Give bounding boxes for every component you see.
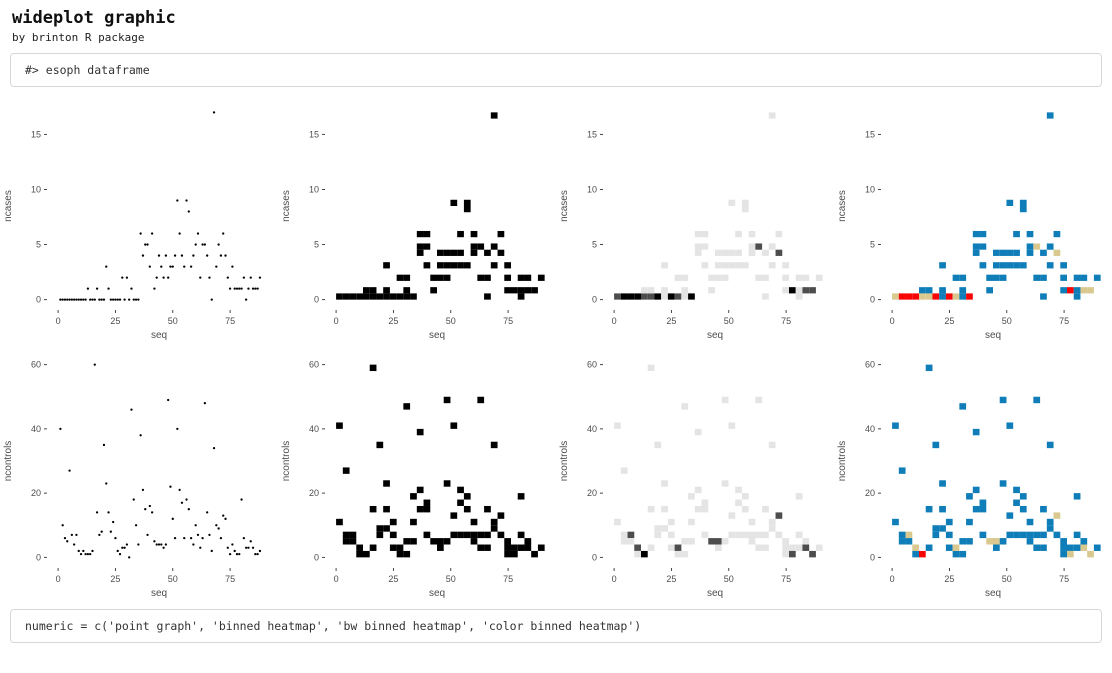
page-subtitle: by brinton R package [12, 31, 145, 44]
plot-ncontrols-binned-heatmap: 0 25 50 75 0 20 40 60 seq ncontrols [278, 345, 556, 603]
svg-text:25: 25 [666, 574, 676, 584]
svg-text:0: 0 [870, 552, 875, 562]
svg-text:seq: seq [707, 588, 723, 599]
svg-text:75: 75 [225, 316, 235, 326]
svg-text:20: 20 [309, 488, 319, 498]
report-page: wideplot graphic by brinton R package #>… [0, 8, 1112, 673]
svg-text:40: 40 [865, 424, 875, 434]
svg-text:5: 5 [592, 240, 597, 250]
svg-text:ncontrols: ncontrols [559, 441, 570, 482]
svg-text:50: 50 [1002, 316, 1012, 326]
svg-text:60: 60 [587, 360, 597, 370]
svg-text:0: 0 [890, 574, 895, 584]
plot-ncontrols-point-graph: 0 25 50 75 0 20 40 60 seq ncontrols [0, 345, 278, 603]
svg-text:75: 75 [503, 316, 513, 326]
svg-text:15: 15 [587, 129, 597, 139]
plot-grid: 0 25 50 75 0 5 10 15 seq ncases 0 25 50 75 0 5 10 15 seq n… [0, 93, 1112, 603]
svg-text:0: 0 [36, 552, 41, 562]
svg-text:75: 75 [1059, 316, 1069, 326]
svg-text:50: 50 [724, 574, 734, 584]
svg-text:60: 60 [865, 360, 875, 370]
svg-text:50: 50 [724, 316, 734, 326]
svg-text:50: 50 [168, 316, 178, 326]
plot-ncontrols-color-binned-heatmap: 0 25 50 75 0 20 40 60 seq ncontrols [834, 345, 1112, 603]
svg-text:75: 75 [503, 574, 513, 584]
svg-text:75: 75 [781, 316, 791, 326]
svg-text:20: 20 [31, 488, 41, 498]
svg-text:0: 0 [314, 552, 319, 562]
svg-text:60: 60 [309, 360, 319, 370]
svg-text:seq: seq [985, 588, 1001, 599]
svg-text:25: 25 [944, 316, 954, 326]
svg-text:seq: seq [151, 588, 167, 599]
svg-text:seq: seq [151, 330, 167, 341]
svg-text:seq: seq [429, 588, 445, 599]
svg-text:seq: seq [985, 330, 1001, 341]
svg-text:10: 10 [865, 184, 875, 194]
code-box-bottom: numeric = c('point graph', 'binned heatm… [10, 609, 1102, 643]
svg-text:25: 25 [666, 316, 676, 326]
svg-text:5: 5 [870, 240, 875, 250]
svg-text:0: 0 [612, 316, 617, 326]
code-top-text: #> esoph dataframe [25, 63, 150, 77]
plot-ncases-bw-binned-heatmap: 0 25 50 75 0 5 10 15 seq ncases [556, 93, 834, 345]
svg-text:75: 75 [781, 574, 791, 584]
svg-text:75: 75 [1059, 574, 1069, 584]
svg-text:20: 20 [587, 488, 597, 498]
code-box-top: #> esoph dataframe [10, 53, 1102, 87]
svg-text:40: 40 [31, 424, 41, 434]
svg-text:ncontrols: ncontrols [3, 441, 14, 482]
svg-text:50: 50 [446, 316, 456, 326]
svg-text:seq: seq [707, 330, 723, 341]
svg-text:40: 40 [309, 424, 319, 434]
svg-text:5: 5 [36, 240, 41, 250]
svg-text:ncases: ncases [837, 190, 848, 222]
svg-text:0: 0 [56, 574, 61, 584]
svg-text:25: 25 [110, 574, 120, 584]
svg-text:0: 0 [56, 316, 61, 326]
svg-text:75: 75 [225, 574, 235, 584]
svg-text:25: 25 [944, 574, 954, 584]
svg-text:ncontrols: ncontrols [281, 441, 292, 482]
plot-ncases-point-graph: 0 25 50 75 0 5 10 15 seq ncases [0, 93, 278, 345]
svg-text:15: 15 [865, 129, 875, 139]
page-title: wideplot graphic [12, 8, 176, 28]
svg-text:10: 10 [587, 184, 597, 194]
svg-text:0: 0 [890, 316, 895, 326]
svg-text:ncases: ncases [281, 190, 292, 222]
svg-text:10: 10 [31, 184, 41, 194]
svg-text:15: 15 [309, 129, 319, 139]
svg-text:60: 60 [31, 360, 41, 370]
plot-ncases-binned-heatmap: 0 25 50 75 0 5 10 15 seq ncases [278, 93, 556, 345]
svg-text:0: 0 [334, 316, 339, 326]
svg-text:seq: seq [429, 330, 445, 341]
svg-text:25: 25 [110, 316, 120, 326]
svg-text:0: 0 [870, 295, 875, 305]
svg-text:25: 25 [388, 316, 398, 326]
svg-text:40: 40 [587, 424, 597, 434]
svg-text:ncases: ncases [3, 190, 14, 222]
svg-text:5: 5 [314, 240, 319, 250]
code-bottom-text: numeric = c('point graph', 'binned heatm… [25, 619, 642, 633]
svg-text:50: 50 [446, 574, 456, 584]
svg-text:0: 0 [612, 574, 617, 584]
svg-text:0: 0 [592, 295, 597, 305]
svg-text:0: 0 [592, 552, 597, 562]
svg-text:50: 50 [1002, 574, 1012, 584]
plot-ncases-color-binned-heatmap: 0 25 50 75 0 5 10 15 seq ncases [834, 93, 1112, 345]
svg-text:ncontrols: ncontrols [837, 441, 848, 482]
svg-text:50: 50 [168, 574, 178, 584]
svg-text:0: 0 [334, 574, 339, 584]
svg-text:25: 25 [388, 574, 398, 584]
svg-text:20: 20 [865, 488, 875, 498]
plot-ncontrols-bw-binned-heatmap: 0 25 50 75 0 20 40 60 seq ncontrols [556, 345, 834, 603]
svg-text:0: 0 [36, 295, 41, 305]
svg-text:ncases: ncases [559, 190, 570, 222]
svg-text:10: 10 [309, 184, 319, 194]
svg-text:0: 0 [314, 295, 319, 305]
svg-text:15: 15 [31, 129, 41, 139]
